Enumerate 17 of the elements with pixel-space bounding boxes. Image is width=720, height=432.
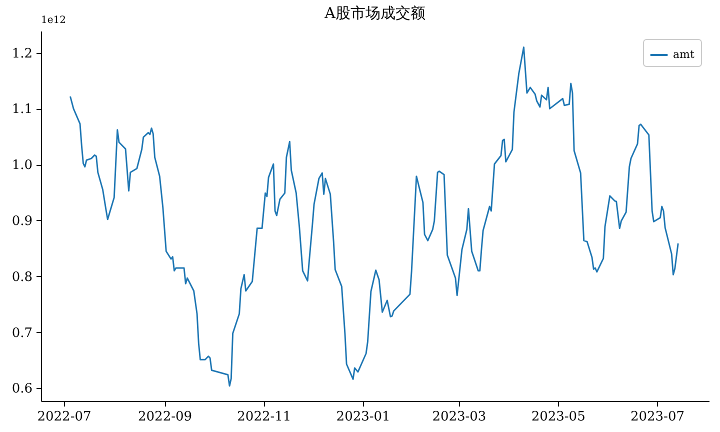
chart-title: A股市场成交额 (324, 4, 426, 22)
legend-label: amt (673, 48, 695, 61)
x-tick-label: 2023-05 (531, 410, 586, 424)
y-tick-label: 0.9 (12, 214, 32, 229)
y-tick-label: 1.0 (12, 158, 32, 174)
y-tick-label: 0.7 (12, 326, 32, 341)
x-tick-label: 2023-07 (630, 410, 685, 424)
y-tick-label: 1.2 (12, 46, 32, 62)
x-tick-label: 2023-03 (432, 410, 486, 424)
y-tick-label: 1.1 (12, 102, 32, 118)
text: 1e12 (41, 15, 66, 26)
y-tick-label: 0.8 (12, 270, 32, 285)
x-tick-label: 2023-01 (336, 410, 390, 424)
x-tick-label: 2022-07 (37, 410, 92, 424)
x-tick-label: 2022-11 (237, 410, 292, 424)
x-tick-label: 2022-09 (138, 410, 192, 424)
y-tick-label: 0.6 (12, 382, 32, 397)
